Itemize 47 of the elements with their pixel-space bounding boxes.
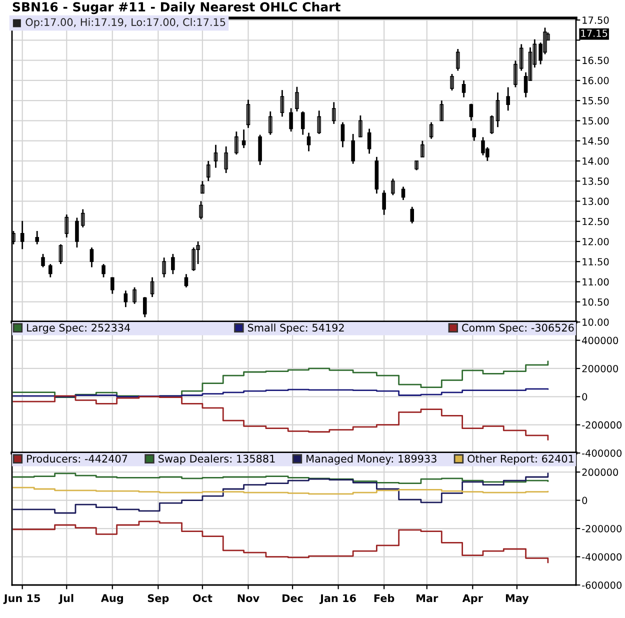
y-tick-label: 13.00 <box>582 198 609 206</box>
x-tick-label: Jan 16 <box>319 594 356 604</box>
legend-label: Other Report: 62401 <box>468 454 574 465</box>
y-tick-label: -400000 <box>582 553 622 561</box>
legend-label: Managed Money: 189933 <box>306 454 436 465</box>
y-tick-label: 400000 <box>582 336 618 344</box>
y-tick-label: 15.50 <box>582 97 609 104</box>
x-tick-label: Dec <box>282 594 303 602</box>
chart-title: SBN16 - Sugar #11 - Daily Nearest OHLC Chart <box>12 2 340 14</box>
y-tick-label: 16.00 <box>582 76 609 84</box>
x-tick-label: Sep <box>148 594 169 604</box>
y-tick-label: 10.50 <box>582 298 609 306</box>
legend-label: Producers: -442407 <box>27 454 128 463</box>
y-tick-label: 200000 <box>582 468 618 476</box>
y-tick-label: 10.00 <box>582 318 609 326</box>
y-tick-label: 16.50 <box>582 56 609 64</box>
y-tick-label: 13.50 <box>582 178 609 185</box>
y-tick-label: 12.00 <box>582 238 609 246</box>
x-tick-label: Jul <box>58 594 74 604</box>
y-tick-label: -600000 <box>582 581 622 589</box>
y-tick-label: 14.50 <box>582 137 609 145</box>
legend-label: Swap Dealers: 135881 <box>158 454 275 465</box>
y-tick-label: -200000 <box>582 525 622 532</box>
x-tick-label: Apr <box>462 594 483 604</box>
legend-label: Large Spec: 252334 <box>27 324 130 334</box>
text: 17.15 <box>581 30 608 37</box>
y-tick-label: 15.00 <box>582 117 609 125</box>
x-tick-label: Nov <box>238 594 260 602</box>
x-tick-label: Jun 15 <box>3 594 40 604</box>
y-tick-label: 11.00 <box>582 278 609 286</box>
legend-label: Small Spec: 54192 <box>248 324 344 334</box>
y-tick-label: 17.50 <box>582 16 609 24</box>
y-tick-label: 0 <box>582 496 588 504</box>
annotation: ■ Op:17.00, Hi:17.19, Lo:17.00, Cl:17.15 <box>12 18 226 28</box>
x-tick-label: Feb <box>374 594 394 602</box>
y-tick-label: 12.50 <box>582 218 609 226</box>
x-tick-label: Oct <box>192 594 212 602</box>
y-tick-label: -200000 <box>582 421 622 429</box>
x-tick-label: May <box>506 594 529 604</box>
x-tick-label: Mar <box>416 594 438 602</box>
legend-label: Comm Spec: -306526 <box>462 324 574 334</box>
y-tick-label: 11.50 <box>582 258 609 266</box>
y-tick-label: -400000 <box>582 449 622 457</box>
x-tick-label: Aug <box>100 594 123 604</box>
y-tick-label: 0 <box>582 393 588 400</box>
y-tick-label: 200000 <box>582 364 618 372</box>
y-tick-label: 14.00 <box>582 157 609 165</box>
